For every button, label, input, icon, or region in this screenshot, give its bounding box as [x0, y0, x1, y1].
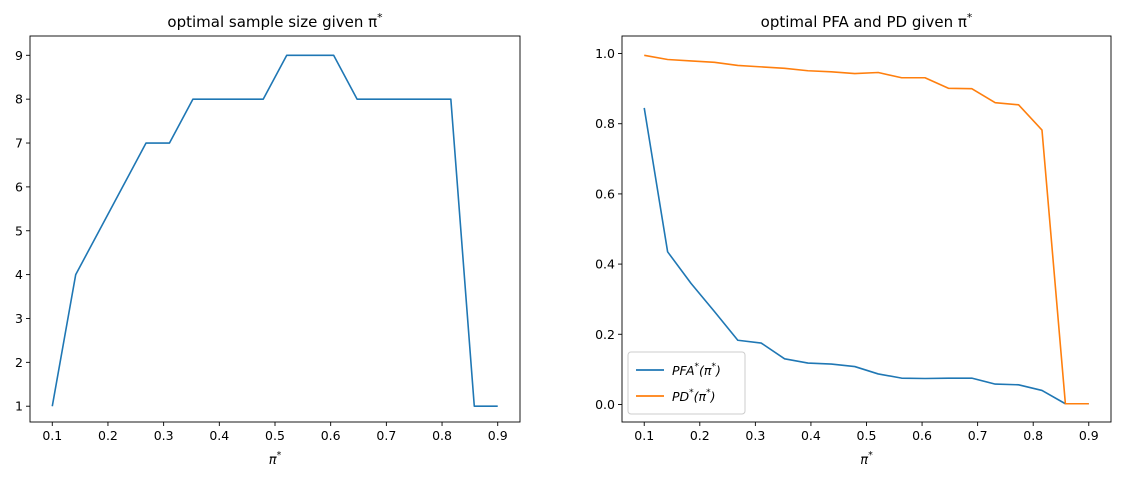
y-tick-label: 7 — [15, 136, 23, 151]
y-tick-label: 0.4 — [595, 257, 615, 272]
x-tick-label: 0.9 — [488, 428, 508, 443]
chart-title: optimal PFA and PD given π*​ — [761, 11, 973, 31]
y-tick-label: 4 — [15, 267, 23, 282]
legend-box — [627, 351, 746, 415]
legend: PFA*​(π*​) PD*​(π*​) — [627, 351, 746, 415]
x-tick-label: 0.9 — [1079, 428, 1099, 443]
x-tick-label: 0.6 — [321, 428, 341, 443]
x-tick-label: 0.8 — [432, 428, 452, 443]
x-tick-label: 0.7 — [968, 428, 988, 443]
x-tick-label: 0.5 — [265, 428, 285, 443]
y-tick-label: 1 — [15, 399, 23, 414]
pfa-pd-chart: optimal PFA and PD given π*​ 0.1 0.2 0.3 0.4… — [595, 11, 1112, 468]
y-tick-label: 1.0 — [595, 46, 615, 61]
series-line-pfa — [643, 107, 1089, 405]
plot-frame — [29, 35, 521, 423]
series-line-pd — [644, 54, 1089, 405]
y-tick-label: 0.8 — [595, 116, 615, 131]
y-tick-label: 0.6 — [595, 186, 615, 201]
x-tick-label: 0.1 — [42, 428, 62, 443]
x-tick-label: 0.8 — [1023, 428, 1043, 443]
y-tick-label: 2 — [15, 355, 23, 370]
x-tick-label: 0.5 — [857, 428, 877, 443]
x-tick-label: 0.4 — [209, 428, 229, 443]
x-tick-label: 0.3 — [154, 428, 174, 443]
y-tick-label: 0.2 — [595, 327, 615, 342]
sample-size-chart: optimal sample size given π*​ 0.1 0.2 0.3 0.… — [15, 11, 521, 468]
y-tick-label: 3 — [15, 311, 23, 326]
chart-title: optimal sample size given π*​ — [167, 11, 383, 31]
x-tick-label: 0.6 — [912, 428, 932, 443]
y-tick-label: 9 — [15, 48, 23, 63]
x-tick-label: 0.1 — [634, 428, 654, 443]
x-axis-label: π*​ — [860, 450, 873, 468]
legend-label: PD*​(π*​) — [672, 388, 715, 404]
x-axis-label: π*​ — [269, 450, 282, 468]
y-tick-label: 8 — [15, 92, 23, 107]
x-tick-label: 0.2 — [98, 428, 118, 443]
x-tick-label: 0.7 — [376, 428, 396, 443]
y-tick-label: 6 — [15, 179, 23, 194]
series-line-1 — [51, 54, 498, 408]
x-tick-label: 0.4 — [801, 428, 821, 443]
y-tick-label: 5 — [15, 223, 23, 238]
legend-label: PFA*​(π*​) — [672, 362, 721, 378]
x-tick-label: 0.3 — [745, 428, 765, 443]
y-tick-label: 0.0 — [595, 397, 615, 412]
x-tick-label: 0.2 — [690, 428, 710, 443]
